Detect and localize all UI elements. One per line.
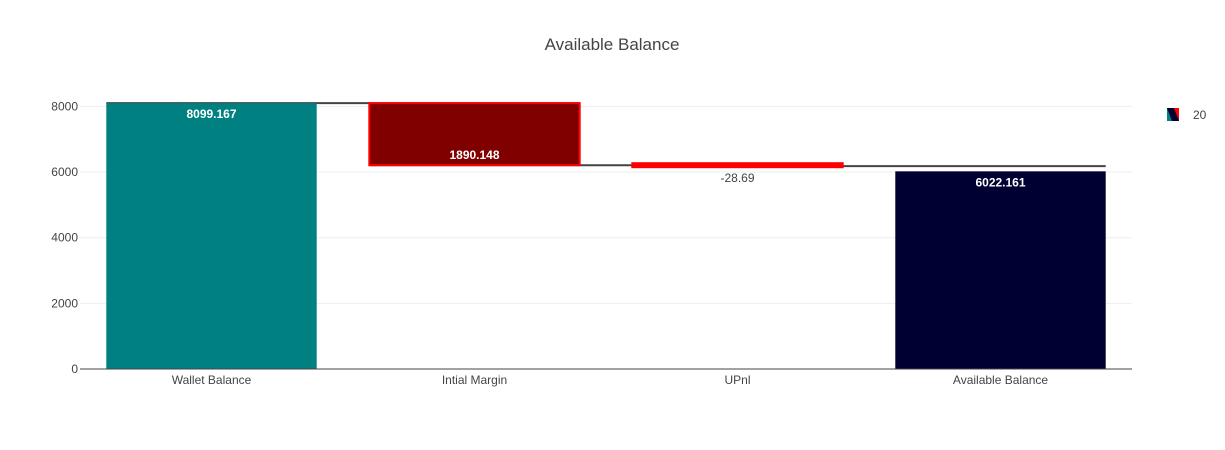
bar-upnl xyxy=(632,163,842,167)
y-axis-ticks: 0 2000 4000 6000 8000 xyxy=(51,99,78,376)
bar-wallet-balance xyxy=(106,103,316,369)
bar-value-label: 1890.148 xyxy=(449,148,499,162)
x-tick-label: Available Balance xyxy=(953,373,1049,387)
bar-available-balance xyxy=(895,171,1105,369)
bar-value-label: -28.69 xyxy=(720,171,754,185)
legend[interactable]: 20 xyxy=(1167,108,1207,122)
x-tick-label: Intial Margin xyxy=(442,373,507,387)
bar-value-label: 8099.167 xyxy=(186,107,236,121)
y-tick-label: 6000 xyxy=(51,165,78,179)
x-axis-ticks: Wallet Balance Intial Margin UPnl Available… xyxy=(172,373,1049,387)
legend-entry-label: 20 xyxy=(1193,108,1207,122)
legend-swatch-icon xyxy=(1167,108,1179,121)
x-tick-label: Wallet Balance xyxy=(172,373,252,387)
y-tick-label: 2000 xyxy=(51,296,78,310)
bars xyxy=(106,103,1105,369)
x-tick-label: UPnl xyxy=(724,373,750,387)
bar-value-label: 6022.161 xyxy=(975,175,1025,189)
y-tick-label: 4000 xyxy=(51,231,78,245)
y-tick-label: 8000 xyxy=(51,99,78,113)
chart-title: Available Balance xyxy=(545,35,680,54)
y-tick-label: 0 xyxy=(71,362,78,376)
